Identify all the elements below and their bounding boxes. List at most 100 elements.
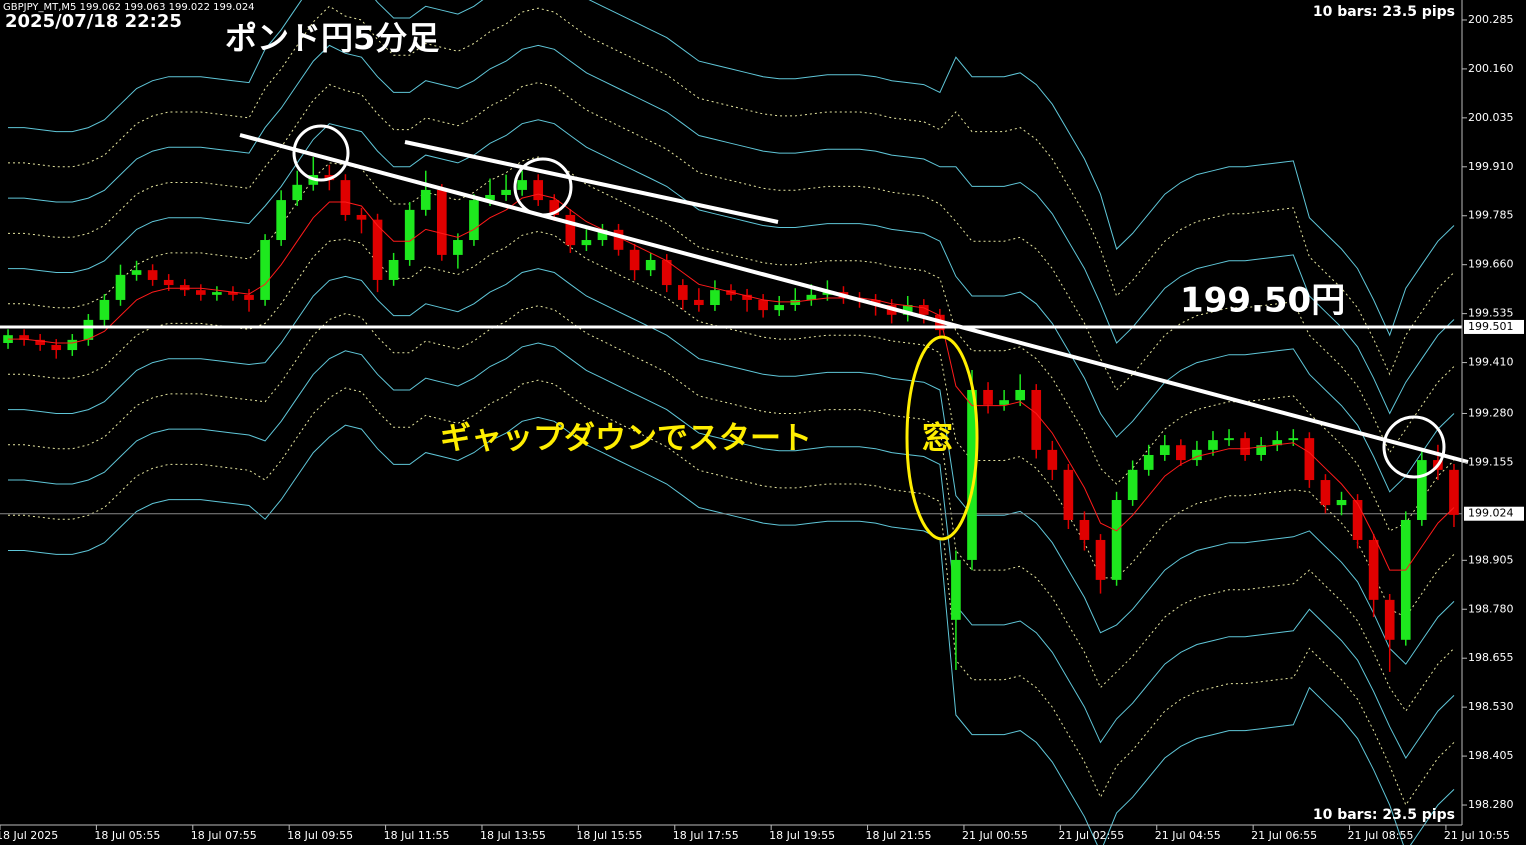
annotations: [239, 124, 1469, 541]
candle-body: [388, 259, 399, 280]
candle-body: [1400, 519, 1411, 640]
candle-body: [581, 240, 592, 246]
candle-body: [340, 180, 351, 215]
candle-body: [1368, 539, 1379, 600]
trendline: [239, 133, 1469, 464]
candle-body: [1111, 500, 1122, 580]
y-tick-label: 199.535: [1468, 307, 1514, 320]
x-tick-label: 18 Jul 09:55: [287, 829, 353, 842]
y-tick-label: 198.530: [1468, 700, 1514, 713]
candle-body: [645, 259, 656, 271]
band-line: [8, 5, 1455, 376]
bars-info: 10 bars: 23.5 pips: [1313, 807, 1455, 823]
chart-title: GBPJPY_MT,M5 199.062 199.063 199.022 199…: [3, 2, 255, 13]
candle-body: [565, 214, 576, 246]
highlight-circle: [513, 157, 573, 217]
band-line: [8, 305, 1455, 712]
candle-body: [661, 259, 672, 286]
candle-body: [420, 189, 431, 210]
candle-body: [1224, 438, 1234, 441]
y-tick-label: 198.905: [1468, 553, 1514, 566]
band-line: [8, 44, 1455, 415]
candle-body: [1063, 469, 1074, 520]
x-tick-label: 18 Jul 07:55: [191, 829, 257, 842]
chart-name: ポンド円5分足: [225, 19, 439, 57]
y-tick-label: 199.155: [1468, 455, 1514, 468]
band-line: [8, 230, 1455, 618]
x-tick-label: 18 Jul 19:55: [769, 829, 835, 842]
candle-body: [51, 344, 62, 351]
timestamp: 2025/07/18 22:25: [5, 11, 182, 32]
x-tick-label: 18 Jul 13:55: [480, 829, 546, 842]
candle-body: [1352, 500, 1363, 540]
candle-body: [549, 200, 560, 215]
y-tick-label: 198.405: [1468, 749, 1514, 762]
candle-body: [999, 400, 1009, 405]
y-tick-label: 198.780: [1468, 602, 1514, 615]
x-tick-label: 18 Jul 2025: [0, 829, 58, 842]
y-tick-label: 200.035: [1468, 111, 1514, 124]
candle-body: [951, 559, 961, 620]
band-line: [8, 119, 1455, 493]
candle-body: [806, 294, 817, 300]
candle-body: [1256, 445, 1266, 455]
candle-body: [758, 299, 768, 311]
candle-body: [1304, 438, 1315, 481]
candle-body: [1449, 469, 1459, 515]
band-line: [8, 342, 1455, 759]
candle-body: [19, 335, 29, 340]
candle-body: [902, 305, 913, 315]
candle-body: [517, 180, 527, 190]
x-tick-label: 21 Jul 02:55: [1058, 829, 1124, 842]
candle-body: [436, 189, 447, 255]
candle-body: [115, 274, 126, 300]
candle-body: [228, 292, 238, 295]
candle-body: [244, 294, 254, 300]
highlight-circle: [1382, 415, 1446, 479]
candle-body: [1320, 480, 1331, 506]
x-tick-label: 18 Jul 21:55: [866, 829, 932, 842]
candle-body: [1015, 389, 1026, 401]
candle-body: [260, 240, 270, 300]
band-line: [8, 82, 1455, 454]
y-tick-label: 198.655: [1468, 651, 1514, 664]
candle-body: [276, 200, 286, 241]
window-note: 窓: [922, 421, 953, 457]
price-box: [1464, 319, 1524, 334]
candle-body: [1192, 449, 1202, 461]
level-note: 199.50円: [1180, 281, 1345, 321]
candle-body: [677, 285, 688, 300]
candle-body: [533, 180, 544, 201]
candle-body: [790, 299, 801, 306]
y-tick-label: 199.785: [1468, 209, 1514, 222]
price-box: [1464, 506, 1524, 521]
x-tick-label: 21 Jul 04:55: [1155, 829, 1221, 842]
x-tick-label: 21 Jul 08:55: [1348, 829, 1414, 842]
price-box-label: 199.501: [1468, 320, 1514, 333]
y-tick-label: 199.910: [1468, 160, 1514, 173]
candle-body: [35, 339, 45, 345]
candle-body: [1272, 440, 1283, 446]
candle-body: [613, 229, 624, 250]
y-tick-label: 200.160: [1468, 62, 1514, 75]
candle-body: [196, 290, 206, 295]
x-tick-label: 18 Jul 11:55: [384, 829, 450, 842]
candle-body: [1031, 389, 1042, 450]
candle-body: [1176, 445, 1186, 461]
y-tick-label: 198.280: [1468, 798, 1514, 811]
candle-body: [629, 249, 640, 271]
candle-body: [404, 209, 415, 260]
price-box-label: 199.024: [1468, 507, 1514, 520]
candle-body: [212, 292, 222, 295]
candle-body: [597, 229, 608, 241]
candle-body: [1159, 445, 1170, 455]
candle-body: [501, 189, 511, 195]
candle-body: [1288, 438, 1299, 441]
candle-body: [983, 389, 993, 405]
candle-body: [1127, 469, 1138, 501]
candle-body: [694, 299, 704, 306]
candle-body: [1047, 449, 1058, 470]
candle-body: [485, 194, 495, 201]
